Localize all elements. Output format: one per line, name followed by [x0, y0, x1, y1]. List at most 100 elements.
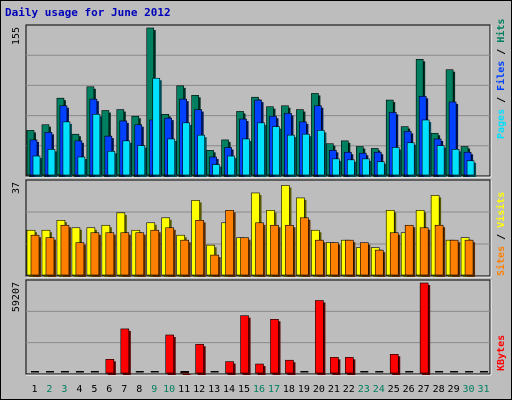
- bar-sites-day-28: [434, 224, 444, 276]
- x-tick-label-5: 5: [91, 384, 97, 395]
- legend-files: Files: [495, 61, 507, 91]
- bar-sites-day-22: [345, 239, 354, 276]
- bar-pages-day-10: [167, 138, 176, 176]
- x-tick-label-19: 19: [298, 384, 310, 395]
- bar-sites-day-4: [75, 242, 85, 276]
- bar-sites-day-17: [270, 224, 279, 276]
- bar-pages-day-12: [197, 134, 205, 176]
- x-tick-label-30: 30: [463, 384, 475, 395]
- bar-sites-day-8: [135, 232, 145, 276]
- bar-pages-day-18: [287, 134, 295, 176]
- bar-kbytes-stub-day-2: [45, 371, 54, 373]
- bar-sites-day-2: [45, 237, 55, 276]
- x-tick-label-31: 31: [477, 384, 489, 395]
- bar-sites-day-13: [210, 254, 219, 276]
- bar-sites-day-10: [165, 227, 175, 276]
- x-tick-label-18: 18: [283, 384, 295, 395]
- x-tick-label-1: 1: [31, 384, 37, 395]
- legend-separator: /: [496, 228, 507, 246]
- bar-sites-day-19: [300, 217, 309, 276]
- bar-pages-day-5: [92, 114, 101, 176]
- x-tick-label-27: 27: [418, 384, 430, 395]
- bar-pages-day-2: [47, 149, 56, 176]
- bar-pages-day-9: [152, 77, 161, 176]
- bar-kbytes-day-22: [345, 357, 354, 374]
- bar-sites-day-6: [105, 232, 115, 276]
- bar-kbytes-day-27: [419, 282, 429, 374]
- bar-sites-day-5: [90, 232, 100, 276]
- bar-kbytes-stub-day-4: [75, 371, 84, 373]
- bar-pages-day-25: [391, 147, 400, 176]
- x-tick-label-17: 17: [268, 384, 280, 395]
- bar-pages-day-3: [62, 121, 71, 176]
- bar-sites-day-29: [449, 239, 459, 276]
- bar-pages-day-8: [137, 145, 146, 176]
- bar-sites-day-21: [330, 242, 339, 276]
- bar-pages-day-27: [421, 119, 430, 176]
- legend-separator: /: [496, 43, 507, 61]
- x-tick-label-26: 26: [403, 384, 415, 395]
- legend-pages: Pages: [496, 109, 507, 139]
- x-tick-label-7: 7: [121, 384, 127, 395]
- bar-kbytes-day-25: [389, 354, 399, 374]
- bar-pages-day-28: [436, 145, 445, 176]
- bar-kbytes-day-11-shadow: [182, 373, 191, 375]
- legend-middle: Sites / Visits: [495, 192, 507, 276]
- legend-bottom: KBytes: [496, 335, 507, 371]
- bar-pages-day-13: [212, 164, 220, 176]
- bar-sites-day-14: [225, 210, 234, 276]
- x-tick-label-16: 16: [253, 384, 265, 395]
- x-tick-label-2: 2: [46, 384, 52, 395]
- bar-kbytes-stub-day-31: [480, 371, 489, 373]
- bar-kbytes-stub-day-28: [435, 371, 444, 373]
- bar-kbytes-stub-day-5: [90, 371, 99, 373]
- bar-pages-day-22: [347, 159, 355, 176]
- bar-kbytes-day-15: [240, 315, 249, 374]
- bar-pages-day-14: [227, 155, 235, 176]
- bar-kbytes-stub-day-9: [150, 371, 159, 373]
- x-tick-label-23: 23: [358, 384, 370, 395]
- x-tick-label-25: 25: [388, 384, 400, 395]
- legend-sites: Sites: [495, 246, 507, 276]
- bar-sites-day-7: [120, 232, 130, 276]
- bar-kbytes-day-12: [195, 343, 204, 374]
- legend-kbytes: KBytes: [496, 335, 507, 371]
- legend-hits: Hits: [495, 19, 507, 43]
- bar-sites-day-16: [255, 222, 264, 276]
- x-tick-label-15: 15: [238, 384, 250, 395]
- bar-kbytes-stub-day-3: [60, 371, 69, 373]
- bar-pages-day-29: [451, 149, 460, 176]
- x-tick-label-3: 3: [61, 384, 67, 395]
- bar-pages-day-4: [77, 156, 86, 176]
- bar-pages-day-24: [376, 161, 385, 176]
- bar-kbytes-day-20: [315, 300, 324, 374]
- bar-sites-day-30: [464, 239, 474, 276]
- bar-sites-day-24: [374, 249, 384, 276]
- x-tick-label-20: 20: [313, 384, 325, 395]
- bar-kbytes-stub-day-11: [180, 371, 189, 373]
- bar-kbytes-day-16: [255, 363, 264, 374]
- bar-pages-day-6: [107, 150, 116, 176]
- bar-kbytes-day-10: [165, 334, 175, 374]
- bar-pages-day-20: [317, 130, 325, 176]
- x-tick-label-10: 10: [163, 384, 175, 395]
- bar-kbytes-stub-day-26: [405, 371, 414, 373]
- bar-pages-day-11: [182, 122, 190, 176]
- bar-sites-day-12: [195, 219, 204, 276]
- bar-kbytes-day-7: [120, 328, 130, 374]
- bar-sites-day-3: [60, 224, 70, 276]
- y-max-label: 59207: [11, 282, 22, 312]
- bar-sites-day-25: [389, 232, 399, 276]
- x-tick-label-24: 24: [373, 384, 385, 395]
- y-max-label: 155: [11, 27, 22, 45]
- bar-sites-day-18: [285, 224, 294, 276]
- x-tick-label-12: 12: [193, 384, 205, 395]
- bar-sites-day-15: [240, 237, 249, 276]
- bar-sites-day-20: [315, 239, 324, 276]
- bar-pages-day-19: [302, 133, 310, 176]
- chart-title: Daily usage for June 2012: [5, 6, 171, 19]
- bar-kbytes-stub-day-8: [135, 371, 144, 373]
- bar-pages-day-17: [272, 126, 280, 176]
- bar-sites-day-1: [30, 234, 40, 276]
- bar-pages-day-21: [332, 158, 340, 176]
